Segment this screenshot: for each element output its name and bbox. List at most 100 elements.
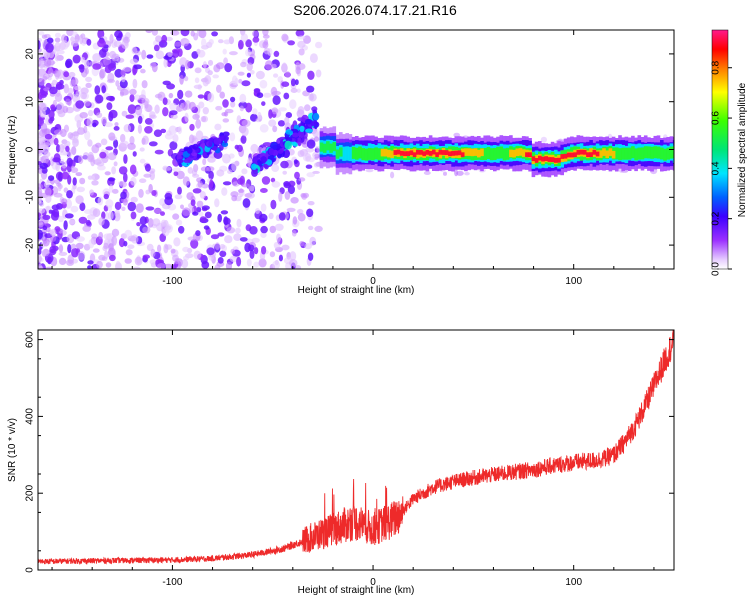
spectrogram-blob bbox=[135, 106, 143, 116]
spectrogram-blob bbox=[52, 79, 58, 86]
spectrogram-blob bbox=[315, 41, 323, 49]
spectrogram-blob bbox=[182, 176, 190, 187]
spectrogram-blob bbox=[304, 38, 312, 43]
spectrogram-blob bbox=[297, 213, 306, 222]
colorbar-label: Normalized spectral amplitude bbox=[737, 82, 748, 217]
spectrogram-blob bbox=[180, 30, 190, 37]
spectrogram-blob bbox=[306, 172, 316, 178]
spectrogram-carrier-cell bbox=[509, 149, 513, 158]
spectrogram-carrier-cell bbox=[358, 146, 362, 159]
spectrogram-blob bbox=[208, 140, 213, 148]
spectrogram-blob bbox=[246, 72, 251, 78]
spectrogram-blob bbox=[251, 163, 257, 170]
spectrogram-blob bbox=[230, 248, 236, 255]
spectrogram-blob bbox=[212, 145, 218, 151]
spectrogram-blob bbox=[214, 264, 221, 269]
spectrogram-blob bbox=[234, 77, 239, 86]
spectrogram-carrier-cell bbox=[544, 156, 548, 161]
spectrogram-blob bbox=[184, 112, 189, 123]
spectrogram-blob bbox=[313, 136, 320, 142]
spectrogram-blob bbox=[297, 106, 305, 115]
spectrogram-blob bbox=[72, 95, 79, 101]
spectrogram-blob bbox=[153, 208, 162, 214]
spectrogram-blob bbox=[262, 142, 272, 147]
spectrogram-blob bbox=[313, 162, 320, 168]
spectrogram-blob bbox=[103, 193, 110, 200]
spectrogram-blob bbox=[299, 125, 305, 133]
spectrogram-blob bbox=[150, 248, 156, 258]
spectrogram-blob bbox=[219, 244, 226, 249]
spectrogram-blob bbox=[226, 227, 236, 234]
spectrogram-blob bbox=[65, 145, 70, 152]
spectrogram-blob bbox=[190, 199, 196, 207]
spectrogram-blob bbox=[203, 225, 210, 230]
spectrogram-blob bbox=[272, 125, 278, 133]
spectrogram-blob bbox=[149, 114, 157, 120]
spectrogram-blob bbox=[38, 31, 45, 36]
spectrogram-blob bbox=[277, 120, 286, 127]
spectrogram-blob bbox=[49, 245, 57, 256]
spectrogram-blob bbox=[41, 34, 48, 39]
spectrogram-blob bbox=[281, 81, 290, 87]
spectrogram-blob bbox=[247, 244, 255, 252]
spectrogram-blob bbox=[153, 44, 160, 52]
spectrogram-carrier-cell bbox=[505, 147, 510, 160]
snr-ytick-label: 600 bbox=[25, 331, 36, 348]
spectrogram-blob bbox=[68, 219, 76, 225]
spectrogram-blob bbox=[241, 183, 250, 188]
spectrogram-blob bbox=[169, 102, 178, 111]
spectrogram-blob bbox=[292, 132, 299, 138]
spectrogram-blob bbox=[252, 108, 258, 115]
spectrogram-carrier-cell bbox=[521, 149, 526, 157]
spectrogram-blob bbox=[157, 244, 162, 253]
spectrogram-blob bbox=[263, 47, 271, 55]
spectrogram-blob bbox=[221, 141, 229, 148]
spectrogram-blob bbox=[167, 51, 173, 58]
spectrogram-blob bbox=[182, 101, 188, 111]
spectrogram-blob bbox=[105, 262, 112, 268]
spectrogram-blob bbox=[230, 96, 236, 103]
spectrogram-blob bbox=[290, 78, 296, 87]
spectrogram-blob bbox=[307, 70, 315, 81]
spectrogram-carrier-cell bbox=[595, 151, 600, 157]
spectrogram-blob bbox=[38, 199, 42, 205]
spectrogram-blob bbox=[207, 59, 214, 66]
spectrogram-blob bbox=[123, 240, 128, 247]
spectrogram-blob bbox=[170, 30, 180, 36]
spectrogram-blob bbox=[136, 222, 141, 227]
spectrogram-blob bbox=[120, 75, 126, 83]
spectrogram-blob bbox=[101, 85, 106, 94]
spectrogram-carrier-cell bbox=[499, 146, 504, 159]
spectrogram-blob bbox=[298, 177, 306, 182]
spectrogram-carrier-cell bbox=[425, 150, 430, 155]
spectrogram-blob bbox=[281, 244, 290, 251]
spectrogram-carrier-cell bbox=[361, 148, 365, 161]
spectrogram-ytick-label: 0 bbox=[25, 146, 36, 152]
spectrogram-blob bbox=[200, 116, 207, 123]
spectrogram-carrier-cell bbox=[599, 150, 603, 158]
spectrogram-blob bbox=[70, 205, 79, 213]
spectrogram-blob bbox=[196, 30, 205, 37]
spectrogram-carrier-cell bbox=[663, 148, 667, 161]
spectrogram-blob bbox=[92, 122, 97, 128]
spectrogram-blob bbox=[97, 39, 106, 48]
spectrogram-carrier-cell bbox=[566, 152, 571, 158]
spectrogram-blob bbox=[144, 163, 151, 172]
spectrogram-blob bbox=[95, 142, 102, 148]
spectrogram-blob bbox=[76, 186, 85, 193]
spectrogram-blob bbox=[108, 177, 116, 182]
spectrogram-blob bbox=[122, 66, 132, 72]
spectrogram-blob bbox=[130, 196, 138, 203]
spectrogram-blob bbox=[219, 250, 227, 258]
spectrogram-blob bbox=[79, 202, 86, 212]
spectrogram-blob bbox=[253, 88, 261, 93]
spectrogram-blob bbox=[272, 95, 281, 106]
spectrogram-blob bbox=[202, 107, 209, 115]
spectrogram-carrier-cell bbox=[480, 148, 484, 157]
spectrogram-blob bbox=[129, 58, 139, 65]
snr-ytick-label: 400 bbox=[25, 408, 36, 425]
spectrogram-blob bbox=[176, 170, 185, 180]
spectrogram-blob bbox=[239, 93, 247, 104]
spectrogram-blob bbox=[70, 243, 76, 250]
